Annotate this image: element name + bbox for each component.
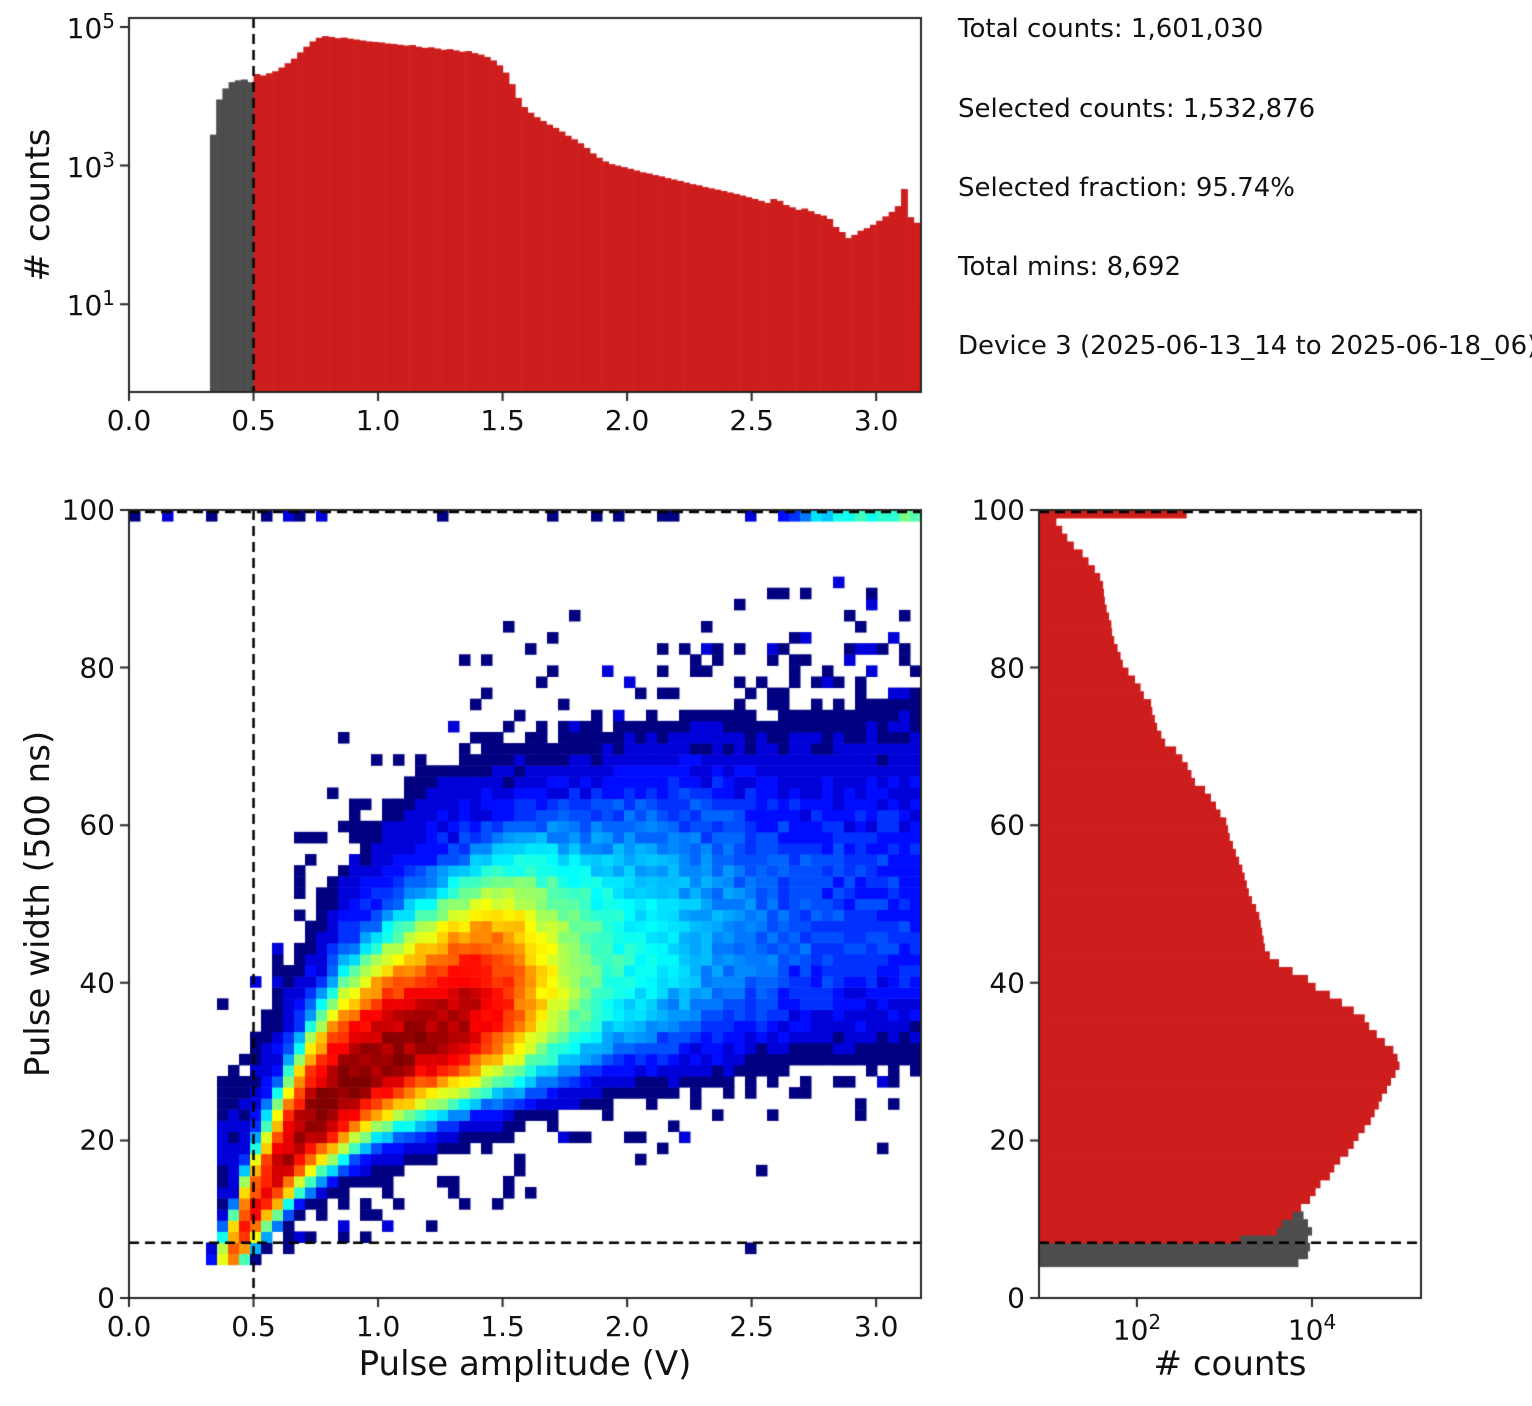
- y-tick-label: 20: [79, 1123, 115, 1157]
- annotation-device-range: Device 3 (2025-06-13_14 to 2025-06-18_06…: [958, 331, 1532, 361]
- x-tick-label: 2.5: [729, 1310, 774, 1343]
- y-tick-label: 0: [97, 1281, 115, 1315]
- x-tick-label: 0.5: [231, 404, 276, 437]
- x-tick-label: 2.5: [729, 404, 774, 437]
- x-tick-label: 3.0: [853, 404, 899, 437]
- x-tick-label: 1.0: [355, 1310, 401, 1343]
- y-tick-label: 60: [989, 808, 1025, 842]
- y-tick-label: 103: [66, 147, 115, 184]
- y-tick-label: 105: [66, 8, 115, 46]
- y-tick-label: 80: [79, 651, 115, 685]
- scatter-y-label: Pulse width (500 ns): [18, 730, 58, 1078]
- x-tick-label: 1.0: [355, 404, 401, 437]
- x-tick-label: 1.5: [480, 404, 525, 437]
- width-histogram-x-label: # counts: [1153, 1344, 1307, 1384]
- x-tick-label: 0.0: [106, 404, 152, 437]
- x-tick-label: 2.0: [604, 404, 650, 437]
- y-tick-label: 60: [79, 808, 115, 842]
- annotation-selected-counts: Selected counts: 1,532,876: [958, 94, 1316, 124]
- amplitude-histogram-y-label: # counts: [18, 128, 58, 282]
- y-tick-label: 80: [989, 651, 1025, 685]
- x-tick-label: 1.5: [480, 1310, 525, 1343]
- y-tick-label: 101: [66, 286, 115, 323]
- x-tick-label: 3.0: [853, 1310, 899, 1343]
- x-tick-label: 0.5: [231, 1310, 276, 1343]
- annotation-total-counts: Total counts: 1,601,030: [958, 14, 1264, 44]
- x-tick-label: 102: [1112, 1310, 1162, 1347]
- annotation-total-mins: Total mins: 8,692: [958, 252, 1182, 282]
- y-tick-label: 100: [971, 493, 1025, 527]
- y-tick-label: 40: [989, 966, 1025, 1000]
- x-tick-label: 2.0: [604, 1310, 650, 1343]
- y-tick-label: 100: [61, 493, 115, 527]
- scatter-x-label: Pulse amplitude (V): [358, 1344, 692, 1384]
- x-tick-label: 104: [1287, 1310, 1337, 1347]
- y-tick-label: 40: [79, 966, 115, 1000]
- annotation-selected-fraction: Selected fraction: 95.74%: [958, 173, 1296, 203]
- y-tick-label: 0: [1007, 1281, 1025, 1315]
- y-tick-label: 20: [989, 1123, 1025, 1157]
- x-tick-label: 0.0: [106, 1310, 152, 1343]
